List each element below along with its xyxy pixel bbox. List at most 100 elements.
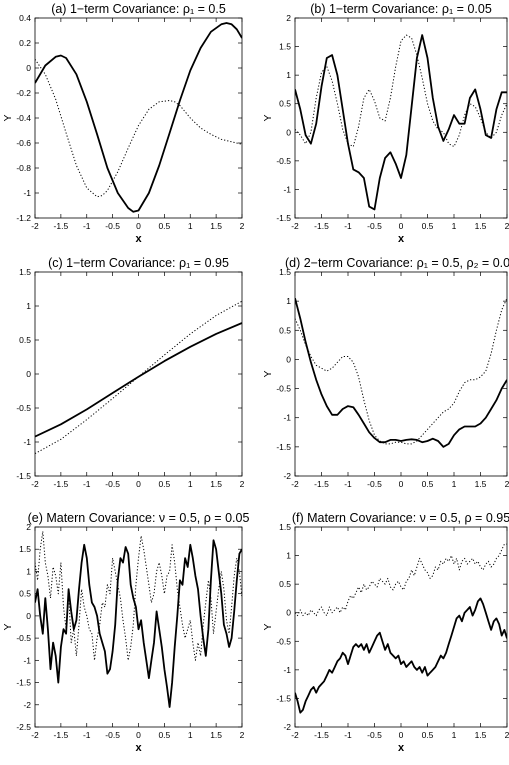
plot-frame	[34, 17, 243, 219]
chart-title: (b) 1−term Covariance: ρ₁ = 0.05	[310, 2, 492, 16]
y-axis-label: Y	[262, 623, 274, 630]
x-tick-label: -2	[291, 221, 299, 231]
y-tick-label: 0.5	[19, 335, 31, 345]
y-tick-label: 1.5	[279, 42, 291, 52]
y-tick-label: -2	[283, 722, 291, 732]
y-tick-label: -1.5	[16, 471, 31, 481]
x-tick-label: 1.5	[475, 730, 487, 740]
y-tick-label: -1.5	[16, 678, 31, 688]
y-tick-label: 0.5	[19, 589, 31, 599]
x-tick-label: -1	[83, 730, 91, 740]
y-tick-label: -1.5	[276, 442, 291, 452]
x-tick-label: -1.5	[314, 479, 329, 489]
series-line-dotted	[295, 297, 507, 445]
y-tick-label: 1	[26, 301, 31, 311]
x-tick-label: -1.5	[54, 479, 69, 489]
x-tick-label: -1	[83, 479, 91, 489]
x-tick-label: 0	[399, 730, 404, 740]
series-line-dotted	[35, 530, 242, 661]
series-line-solid	[35, 322, 242, 438]
x-tick-label: 1	[188, 221, 193, 231]
x-tick-label: 2	[240, 221, 245, 231]
series-line-dotted	[35, 300, 242, 455]
series-line-solid	[295, 597, 507, 714]
y-tick-label: 1	[286, 296, 291, 306]
x-tick-label: -0.5	[105, 479, 120, 489]
x-tick-label: 1	[452, 730, 457, 740]
x-tick-label: -1	[83, 221, 91, 231]
x-axis-label: x	[135, 742, 142, 754]
x-tick-label: 0	[399, 221, 404, 231]
y-tick-label: -0.8	[16, 163, 31, 173]
y-tick-label: -1.2	[16, 213, 31, 223]
x-tick-label: 1	[452, 479, 457, 489]
y-tick-label: -0.5	[276, 636, 291, 646]
x-tick-label: 1	[188, 730, 193, 740]
y-tick-label: 0	[26, 63, 31, 73]
y-axis-label: Y	[2, 623, 14, 630]
x-tick-label: 1.5	[475, 221, 487, 231]
x-axis-label: x	[398, 742, 405, 754]
x-tick-label: 0.5	[422, 730, 434, 740]
y-tick-label: -1	[283, 665, 291, 675]
series-line-solid	[295, 297, 507, 448]
chart-panel-f: (f) Matern Covariance: ν = 0.5, ρ = 0.95…	[262, 511, 509, 754]
chart-panel-a: (a) 1−term Covariance: ρ₁ = 0.5 -2 -1.5 -1 -…	[2, 2, 245, 245]
y-tick-label: -0.6	[16, 138, 31, 148]
x-tick-label: -2	[31, 730, 39, 740]
y-tick-label: 0.5	[279, 325, 291, 335]
x-tick-label: -1.5	[314, 730, 329, 740]
x-tick-label: -1.5	[314, 221, 329, 231]
x-tick-label: 2	[505, 730, 509, 740]
y-tick-label: 0	[26, 369, 31, 379]
x-axis-label: x	[398, 233, 405, 245]
chart-title: (f) Matern Covariance: ν = 0.5, ρ = 0.95	[292, 511, 509, 525]
x-tick-label: -0.5	[105, 221, 120, 231]
y-tick-label: -0.2	[16, 88, 31, 98]
y-tick-label: 2	[286, 13, 291, 23]
series-line-dotted	[295, 543, 507, 617]
x-tick-label: 1.5	[210, 479, 222, 489]
y-tick-label: -2.5	[16, 722, 31, 732]
y-tick-label: -0.5	[16, 403, 31, 413]
plot-frame	[294, 526, 508, 728]
x-tick-label: 0.5	[158, 221, 170, 231]
y-tick-label: 0.4	[19, 13, 31, 23]
x-tick-label: 1	[188, 479, 193, 489]
series-line-dotted	[35, 59, 242, 198]
y-tick-label: -2	[23, 700, 31, 710]
y-tick-label: -1.5	[276, 693, 291, 703]
x-tick-label: 2	[240, 730, 245, 740]
y-tick-label: 1.5	[19, 267, 31, 277]
y-tick-label: 0	[286, 127, 291, 137]
y-tick-label: 2	[26, 522, 31, 532]
plot-frame	[294, 17, 508, 219]
y-tick-label: 1	[26, 566, 31, 576]
y-tick-label: 1.5	[19, 544, 31, 554]
y-tick-label: -0.5	[16, 633, 31, 643]
series-line-solid	[35, 22, 242, 213]
series-line-solid	[35, 539, 242, 708]
y-tick-label: -1	[283, 184, 291, 194]
x-tick-label: 0	[399, 479, 404, 489]
x-tick-label: -1	[344, 479, 352, 489]
y-tick-label: -0.5	[276, 384, 291, 394]
y-tick-label: -0.5	[276, 156, 291, 166]
y-tick-label: -2	[283, 471, 291, 481]
x-tick-label: 0	[136, 479, 141, 489]
series-line-solid	[295, 34, 507, 211]
y-tick-label: -1	[283, 413, 291, 423]
x-tick-label: -0.5	[105, 730, 120, 740]
y-tick-label: 1.5	[279, 522, 291, 532]
x-tick-label: -1.5	[54, 221, 69, 231]
y-tick-label: 0	[26, 611, 31, 621]
chart-panel-e: (e) Matern Covariance: ν = 0.5, ρ = 0.05…	[2, 511, 249, 754]
x-tick-label: 0.5	[158, 730, 170, 740]
chart-title: (a) 1−term Covariance: ρ₁ = 0.5	[51, 2, 226, 16]
x-axis-label: x	[135, 233, 142, 245]
x-tick-label: 0	[136, 221, 141, 231]
chart-panel-b: (b) 1−term Covariance: ρ₁ = 0.05 -2 -1.5 -1…	[262, 2, 509, 245]
x-tick-label: -0.5	[367, 479, 382, 489]
plot-frame	[34, 271, 243, 477]
